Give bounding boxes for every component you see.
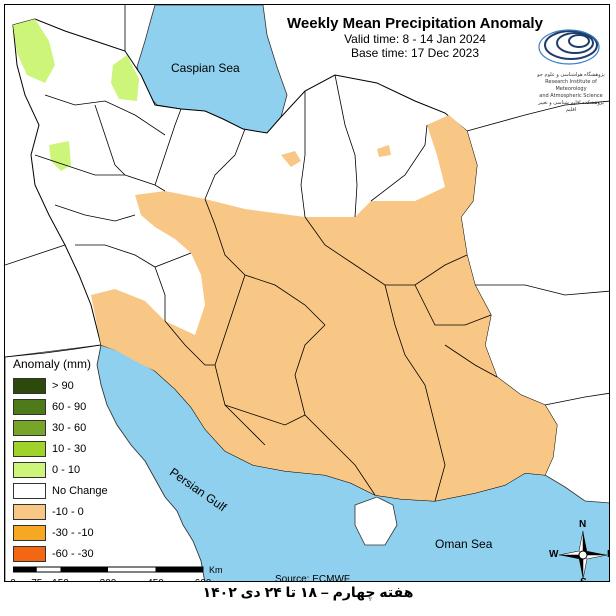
compass-rose-icon [558, 530, 608, 580]
compass-s: S [580, 577, 587, 581]
dry-anomaly-north-patch [281, 151, 301, 167]
scale-tick: 450 [147, 578, 164, 581]
compass-n: N [579, 519, 587, 530]
legend-row: 0 - 10 [13, 459, 123, 480]
legend-label: -60 - -30 [52, 547, 94, 560]
map-frame: Weekly Mean Precipitation Anomaly Valid … [4, 4, 610, 582]
legend-row: 60 - 90 [13, 396, 123, 417]
north-arrow: N S E W [549, 519, 609, 581]
neighbor-boundaries [5, 5, 609, 406]
wet-anomaly-nw-2 [111, 55, 139, 101]
scale-unit: Km [209, 565, 223, 575]
legend-title: Anomaly (mm) [13, 357, 92, 371]
legend-items: > 90 60 - 90 30 - 60 10 - 30 0 - 10 No Change… [13, 375, 123, 564]
compass-e: E [607, 549, 609, 560]
legend-label: -30 - -10 [52, 526, 94, 539]
legend-row: -10 - 0 [13, 501, 123, 522]
legend-label: -10 - 0 [52, 505, 84, 518]
legend-label: No Change [52, 484, 108, 497]
legend-row: -60 - -30 [13, 543, 123, 564]
legend-row: No Change [13, 480, 123, 501]
dry-anomaly-region [91, 115, 557, 501]
logo-text-line: Research Institute of Meteorology [545, 79, 597, 92]
legend-label: 10 - 30 [52, 442, 87, 455]
scale-tick: 300 [100, 578, 117, 581]
legend-row: 30 - 60 [13, 417, 123, 438]
footer-caption: هفته چهارم – ۱۸ تا ۲۴ دی ۱۴۰۲ [202, 584, 414, 600]
map-canvas [5, 5, 609, 581]
logo-text: پژوهشگاه هواشناسی و علوم جو Research Inst… [535, 72, 607, 114]
caspian-sea-label: Caspian Sea [171, 61, 240, 75]
legend-swatch [13, 545, 46, 562]
legend: Anomaly (mm) > 90 60 - 90 30 - 60 10 - 30 0 … [13, 357, 123, 564]
base-time: Base time: 17 Dec 2023 [350, 46, 480, 60]
dry-anomaly-north-patch-2 [377, 145, 391, 157]
legend-swatch [13, 377, 46, 394]
logo-swirl-icon [538, 29, 600, 65]
legend-swatch [13, 524, 46, 541]
legend-row: -30 - -10 [13, 522, 123, 543]
oman-land [354, 496, 398, 546]
legend-row: 10 - 30 [13, 438, 123, 459]
wet-anomaly-nw [13, 19, 55, 83]
legend-label: 60 - 90 [52, 400, 87, 413]
valid-time: Valid time: 8 - 14 Jan 2024 [344, 32, 486, 46]
province-boundaries [34, 74, 498, 502]
scale-tick: 0 [10, 578, 16, 581]
legend-swatch [13, 440, 46, 457]
legend-swatch [13, 398, 46, 415]
legend-swatch [13, 482, 46, 499]
scale-bar-graphic [13, 566, 204, 573]
legend-label: 30 - 60 [52, 421, 87, 434]
scale-tick: 600 [195, 578, 212, 581]
scale-tick: 75 [31, 578, 42, 581]
scale-bar: 0 75 150 300 450 600 Km [10, 565, 222, 581]
title-block: Weekly Mean Precipitation Anomaly Valid … [255, 15, 575, 60]
scale-tick: 150 [52, 578, 69, 581]
logo-text-line: and Atmospheric Science [539, 93, 603, 99]
legend-swatch [13, 419, 46, 436]
source-credit: Source: ECMWF [275, 574, 351, 582]
legend-swatch [13, 503, 46, 520]
oman-sea-label: Oman Sea [435, 537, 493, 551]
wet-anomaly-west [49, 141, 71, 171]
logo-text-line: پژوهشکده اقلیم شناسی و تغییر اقلیم [538, 100, 604, 113]
logo-text-line: پژوهشگاه هواشناسی و علوم جو [537, 72, 605, 78]
map-title: Weekly Mean Precipitation Anomaly [287, 15, 543, 32]
compass-w: W [549, 549, 559, 560]
legend-row: > 90 [13, 375, 123, 396]
institute-logo: پژوهشگاه هواشناسی و علوم جو Research Inst… [535, 19, 607, 114]
legend-label: 0 - 10 [52, 463, 81, 476]
legend-swatch [13, 461, 46, 478]
legend-label: > 90 [52, 379, 74, 392]
